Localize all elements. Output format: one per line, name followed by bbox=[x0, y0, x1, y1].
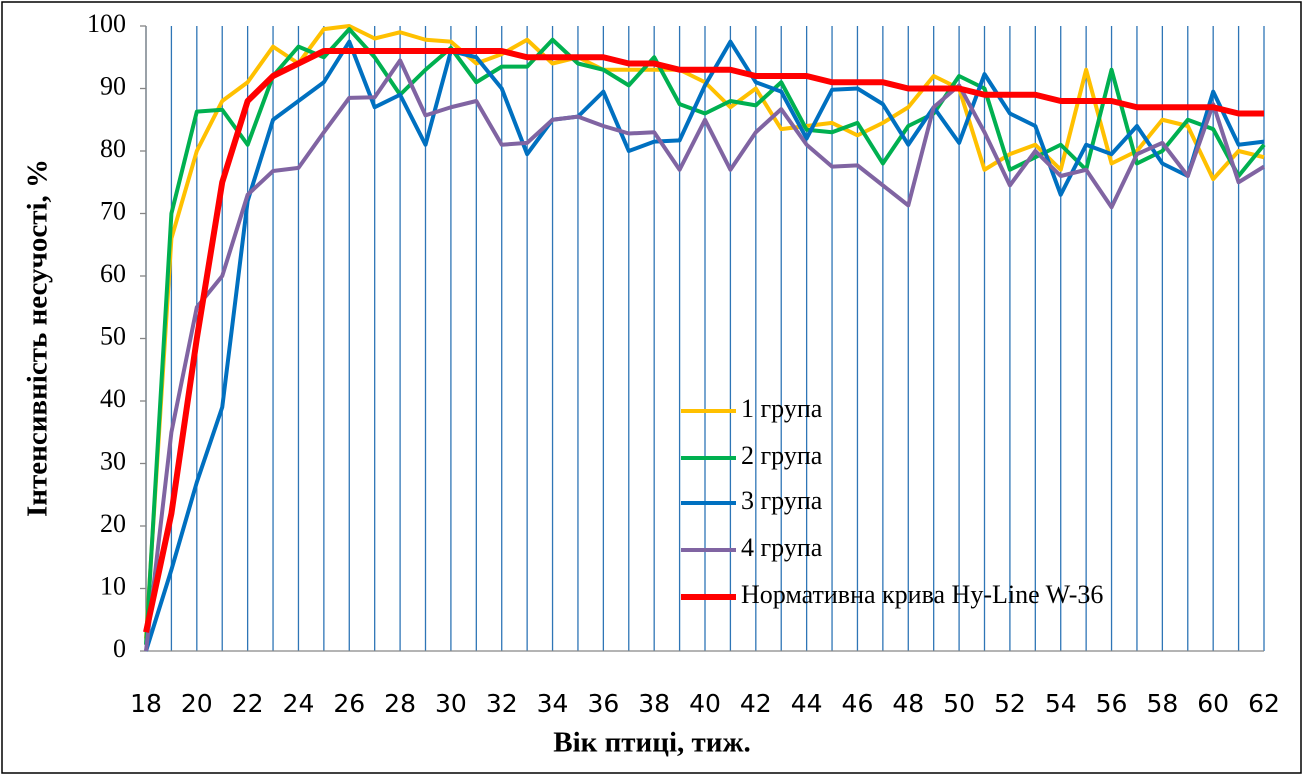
x-tick-label: 42 bbox=[740, 689, 772, 718]
y-tick-label: 80 bbox=[100, 134, 126, 163]
x-tick-label: 38 bbox=[638, 689, 670, 718]
x-tick-label: 46 bbox=[842, 689, 874, 718]
y-tick-label: 70 bbox=[100, 196, 126, 225]
x-tick-label: 36 bbox=[587, 689, 619, 718]
x-tick-label: 54 bbox=[1045, 689, 1077, 718]
y-tick-label: 40 bbox=[100, 384, 126, 413]
legend-label: 2 група bbox=[741, 441, 823, 470]
x-tick-label: 44 bbox=[791, 689, 823, 718]
x-tick-label: 58 bbox=[1146, 689, 1178, 718]
x-tick-label: 26 bbox=[333, 689, 365, 718]
y-tick-label: 100 bbox=[87, 9, 126, 38]
x-axis-title: Вік птиці, тиж. bbox=[553, 727, 751, 759]
x-tick-label: 60 bbox=[1197, 689, 1229, 718]
x-tick-label: 22 bbox=[232, 689, 264, 718]
y-tick-label: 60 bbox=[100, 259, 126, 288]
y-tick-label: 20 bbox=[100, 509, 126, 538]
legend-label: 4 група bbox=[741, 533, 823, 562]
x-tick-label: 40 bbox=[689, 689, 721, 718]
series-line bbox=[144, 39, 1265, 652]
x-tick-label: 48 bbox=[892, 689, 924, 718]
x-tick-label: 50 bbox=[943, 689, 975, 718]
legend-label: Нормативна крива Hy-Line W-36 bbox=[741, 580, 1103, 609]
series-line bbox=[143, 48, 1264, 633]
y-tick-label: 90 bbox=[100, 71, 126, 100]
y-tick-label: 0 bbox=[113, 634, 126, 663]
y-tick-label: 50 bbox=[100, 321, 126, 350]
x-tick-label: 62 bbox=[1248, 689, 1280, 718]
x-tick-label: 24 bbox=[283, 689, 315, 718]
legend-label: 3 група bbox=[741, 486, 823, 515]
y-tick-label: 10 bbox=[100, 571, 126, 600]
x-tick-label: 56 bbox=[1096, 689, 1128, 718]
series-line bbox=[144, 58, 1266, 652]
y-tick-label: 30 bbox=[100, 446, 126, 475]
x-tick-label: 18 bbox=[130, 689, 162, 718]
legend-label: 1 група bbox=[741, 394, 823, 423]
x-tick-label: 28 bbox=[384, 689, 416, 718]
x-tick-label: 30 bbox=[435, 689, 467, 718]
x-tick-label: 34 bbox=[537, 689, 569, 718]
x-tick-label: 52 bbox=[994, 689, 1026, 718]
x-tick-label: 20 bbox=[181, 689, 213, 718]
x-tick-label: 32 bbox=[486, 689, 518, 718]
y-axis-title: Інтенсивність несучості, % bbox=[22, 159, 54, 517]
